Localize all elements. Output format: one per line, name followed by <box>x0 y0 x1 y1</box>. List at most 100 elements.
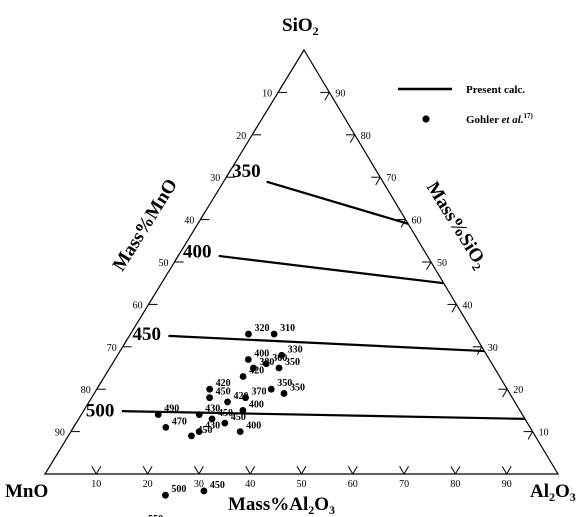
tick-right-80 <box>345 134 356 143</box>
tick-label-bottom: 20 <box>143 479 153 490</box>
data-point <box>278 351 286 359</box>
data-point <box>195 428 203 435</box>
data-point-label: 350 <box>285 357 300 368</box>
tick-left-50 <box>174 253 184 263</box>
tick-left-70 <box>122 338 132 348</box>
data-point-label: 490 <box>164 404 179 415</box>
data-point <box>242 394 249 402</box>
iso-line-label-500: 500 <box>86 400 115 421</box>
tick-label-left: 80 <box>81 385 91 396</box>
data-point-label: 400 <box>254 349 269 360</box>
data-point <box>249 364 257 372</box>
data-point-label: 470 <box>172 416 187 427</box>
tick-right-50 <box>422 261 432 271</box>
data-point-label: 430 <box>205 421 220 432</box>
data-point-label: 370 <box>252 387 267 398</box>
tick-right-90 <box>320 91 330 101</box>
tick-bottom-50 <box>296 465 307 475</box>
data-point <box>239 373 247 380</box>
vertex-label-mno: MnO <box>5 481 48 502</box>
data-point <box>224 398 231 406</box>
tick-label-bottom: 50 <box>297 479 307 490</box>
iso-line-350 <box>266 180 409 225</box>
data-point <box>200 487 208 495</box>
tick-label-left: 10 <box>262 88 272 99</box>
legend-point-swatch <box>422 115 430 123</box>
tick-label-right: 60 <box>412 216 422 227</box>
data-point-label: 380 <box>259 357 274 368</box>
axis-title-bottom: Mass%Al2O3 <box>228 494 335 517</box>
tick-label-left: 50 <box>159 258 169 269</box>
data-point-label: 400 <box>246 421 261 432</box>
iso-lines: 350 400 450 500 <box>86 161 526 421</box>
data-point-label: 450 <box>197 425 212 436</box>
iso-line-450 <box>168 334 485 353</box>
tick-label-left: 70 <box>107 343 117 354</box>
data-point <box>154 411 162 419</box>
data-point-label: 320 <box>254 323 269 334</box>
data-point-label: 330 <box>288 344 303 355</box>
tick-bottom-40 <box>245 465 256 475</box>
tick-label-bottom: 70 <box>399 479 409 490</box>
tick-right-40 <box>447 303 457 313</box>
data-point <box>239 407 247 414</box>
tick-left-10 <box>277 84 288 93</box>
axis-title-left: Mass%MnO <box>109 175 182 275</box>
data-point-label: 310 <box>280 323 295 334</box>
iso-line-400 <box>218 254 444 285</box>
data-point-label: 450 <box>216 387 231 398</box>
tick-label-bottom: 80 <box>450 479 460 490</box>
tick-label-right: 30 <box>488 343 498 354</box>
data-point-label: 420 <box>234 391 249 402</box>
tick-left-90 <box>70 423 80 433</box>
tick-label-right: 50 <box>437 258 447 269</box>
data-point-label: 550 <box>148 514 163 517</box>
tick-bottom-30 <box>193 465 204 475</box>
tick-label-bottom: 10 <box>91 479 101 490</box>
tick-label-left: 20 <box>236 131 246 142</box>
tick-left-60 <box>148 296 158 305</box>
tick-label-bottom: 60 <box>348 479 358 490</box>
data-point-label: 420 <box>216 378 231 389</box>
tick-label-bottom: 90 <box>502 479 512 490</box>
data-point-label: 500 <box>171 484 186 495</box>
axis-title-right: Mass%SiO2 <box>420 178 491 273</box>
data-point-label: 420 <box>249 365 264 376</box>
tick-label-left: 30 <box>210 173 220 184</box>
tick-label-left: 60 <box>133 300 143 311</box>
tick-bottom-20 <box>142 465 153 475</box>
legend-point-label: Gohler et al.17) <box>466 112 534 126</box>
data-point <box>262 360 270 368</box>
tick-label-left: 40 <box>184 216 194 227</box>
data-point <box>162 491 169 499</box>
data-point <box>221 419 229 427</box>
vertex-label-al2o3: Al2O3 <box>530 481 576 504</box>
tick-bottom-90 <box>501 465 512 475</box>
iso-line-label-450: 450 <box>132 324 161 345</box>
vertex-label-sio2: SiO2 <box>282 15 319 38</box>
data-point <box>162 423 170 431</box>
data-point <box>267 385 275 393</box>
tick-right-70 <box>371 176 381 186</box>
tick-right-20 <box>498 388 508 398</box>
data-point-label: 450 <box>231 412 246 423</box>
data-point <box>195 411 203 419</box>
data-point-label: 360 <box>272 353 287 364</box>
tick-marks <box>70 84 534 475</box>
data-point <box>188 432 195 440</box>
legend: Present calc. Gohler et al.17) <box>398 84 534 126</box>
data-point-label: 450 <box>210 480 225 491</box>
data-point-label: 450 <box>218 408 233 419</box>
data-point-label: 350 <box>290 382 305 393</box>
tick-label-right: 80 <box>361 131 371 142</box>
data-point <box>275 364 283 372</box>
data-point <box>270 330 278 338</box>
tick-bottom-80 <box>450 465 461 475</box>
tick-label-right: 40 <box>462 300 472 311</box>
tick-label-left: 90 <box>55 428 65 439</box>
data-point <box>245 330 252 338</box>
data-point-label: 350 <box>277 378 292 389</box>
tick-label-bottom: 40 <box>245 479 255 490</box>
